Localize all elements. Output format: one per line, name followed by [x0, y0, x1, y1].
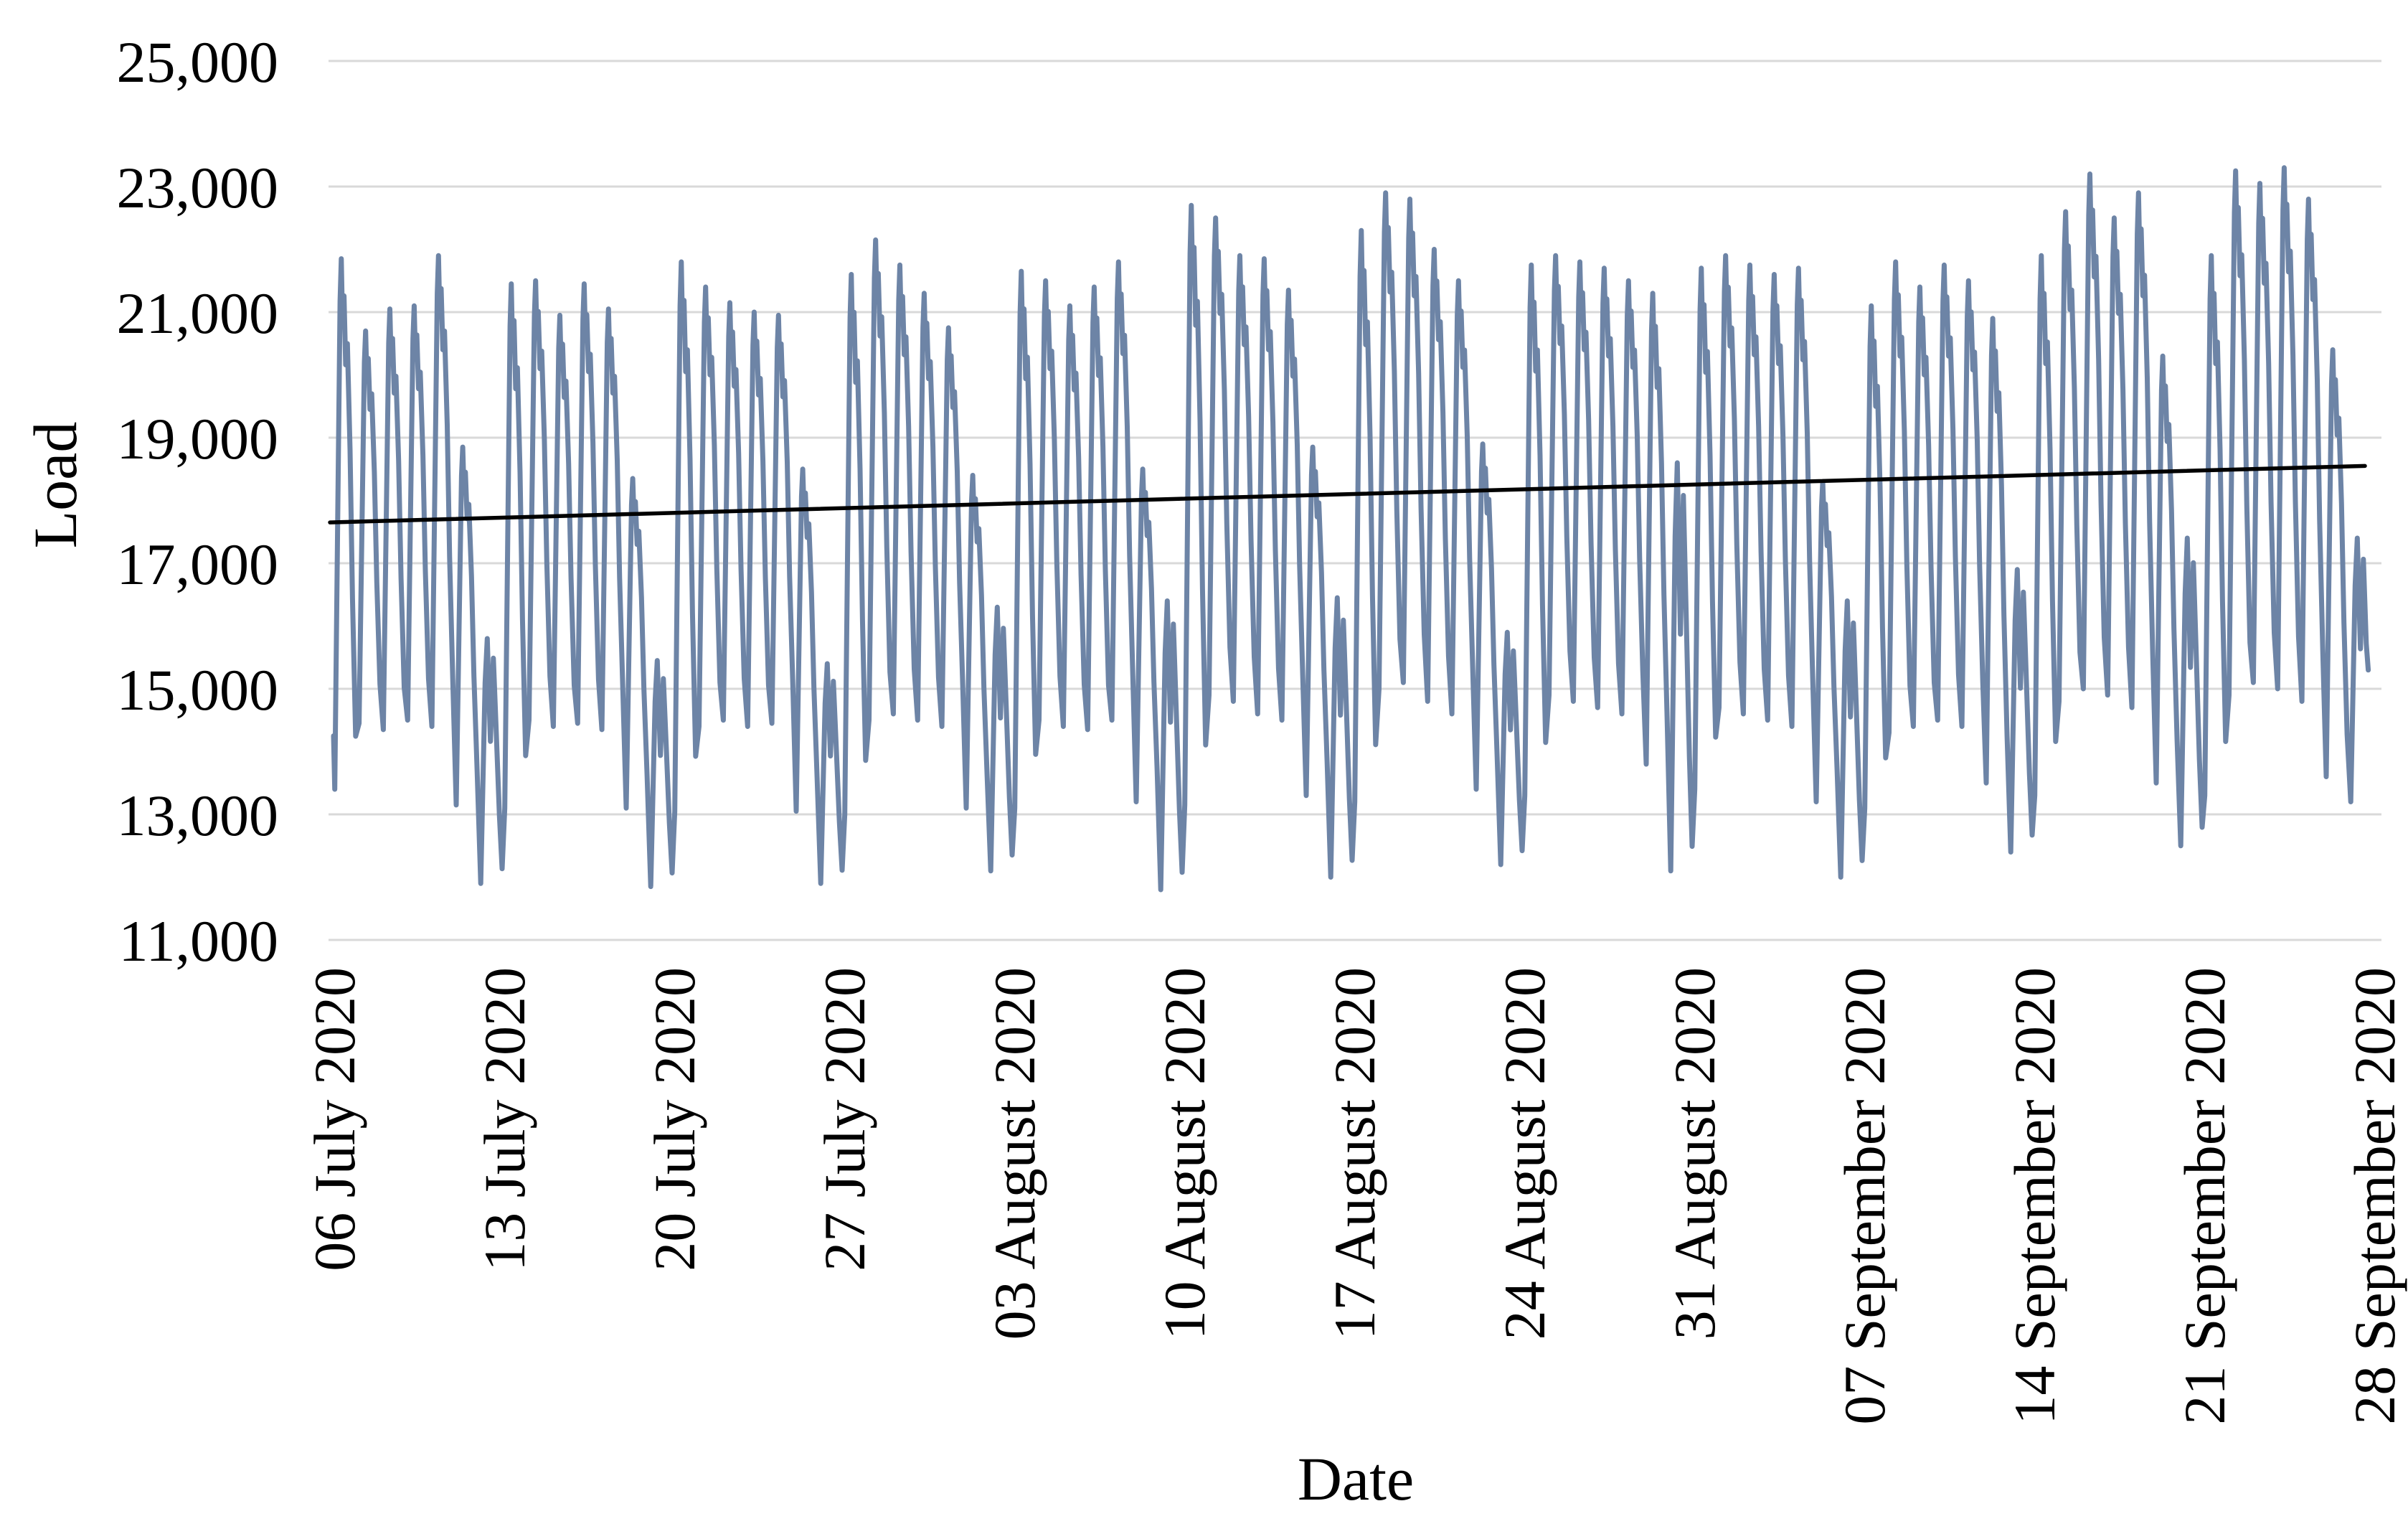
trend-line-group	[328, 464, 2367, 524]
x-tick-label: 06 July 2020	[302, 967, 367, 1271]
x-tick-label: 03 August 2020	[982, 967, 1047, 1340]
x-tick-label: 27 July 2020	[812, 967, 877, 1271]
y-tick-label: 19,000	[117, 406, 279, 471]
x-tick-labels: 06 July 2020 13 July 2020 20 July 2020 27 J…	[302, 967, 2407, 1425]
x-tick-label: 21 September 2020	[2172, 967, 2237, 1425]
y-tick-label: 13,000	[117, 783, 279, 848]
x-tick-label: 13 July 2020	[472, 967, 537, 1271]
x-tick-label: 20 July 2020	[642, 967, 707, 1271]
x-tick-label: 14 September 2020	[2002, 967, 2067, 1425]
load-series	[331, 165, 2371, 893]
y-tick-label: 23,000	[117, 155, 279, 220]
y-tick-label: 21,000	[117, 281, 279, 346]
trend-line	[328, 464, 2367, 524]
y-tick-label: 11,000	[119, 908, 278, 974]
x-tick-label: 31 August 2020	[1662, 967, 1727, 1340]
x-tick-label: 28 September 2020	[2342, 967, 2407, 1425]
x-tick-label: 17 August 2020	[1322, 967, 1387, 1340]
load-series-line	[331, 165, 2371, 893]
y-axis-title: Load	[21, 422, 90, 549]
x-tick-label: 07 September 2020	[1832, 967, 1897, 1425]
x-tick-label: 24 August 2020	[1492, 967, 1557, 1340]
y-tick-label: 15,000	[117, 657, 279, 723]
x-tick-label: 10 August 2020	[1152, 967, 1217, 1340]
x-axis-title: Date	[1298, 1444, 1414, 1513]
y-tick-label: 25,000	[117, 29, 279, 95]
y-tick-label: 17,000	[117, 532, 279, 597]
y-tick-labels: 25,000 23,000 21,000 19,000 17,000 15,000 13,0…	[117, 29, 279, 974]
